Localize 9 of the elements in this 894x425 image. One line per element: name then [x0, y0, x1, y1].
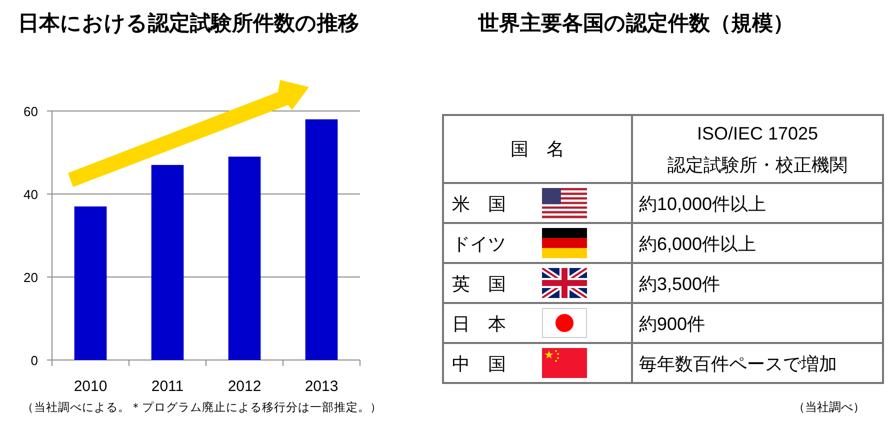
cell: 約10,000件以上: [639, 194, 766, 214]
title: 日本における認定試験所件数の推移: [18, 12, 359, 35]
cell: 約900件: [639, 314, 706, 334]
cell: 約3,500件: [639, 274, 720, 294]
title: 世界主要各国の認定件数（規模）: [478, 12, 794, 35]
annotation: （当社調べ）: [793, 400, 865, 414]
cell: 約6,000件以上: [639, 234, 756, 254]
annotation: （当社調べによる。＊プログラム廃止による移行分は一部推定。）: [22, 401, 382, 414]
cell: 毎年数百件ペースで増加: [639, 354, 837, 374]
